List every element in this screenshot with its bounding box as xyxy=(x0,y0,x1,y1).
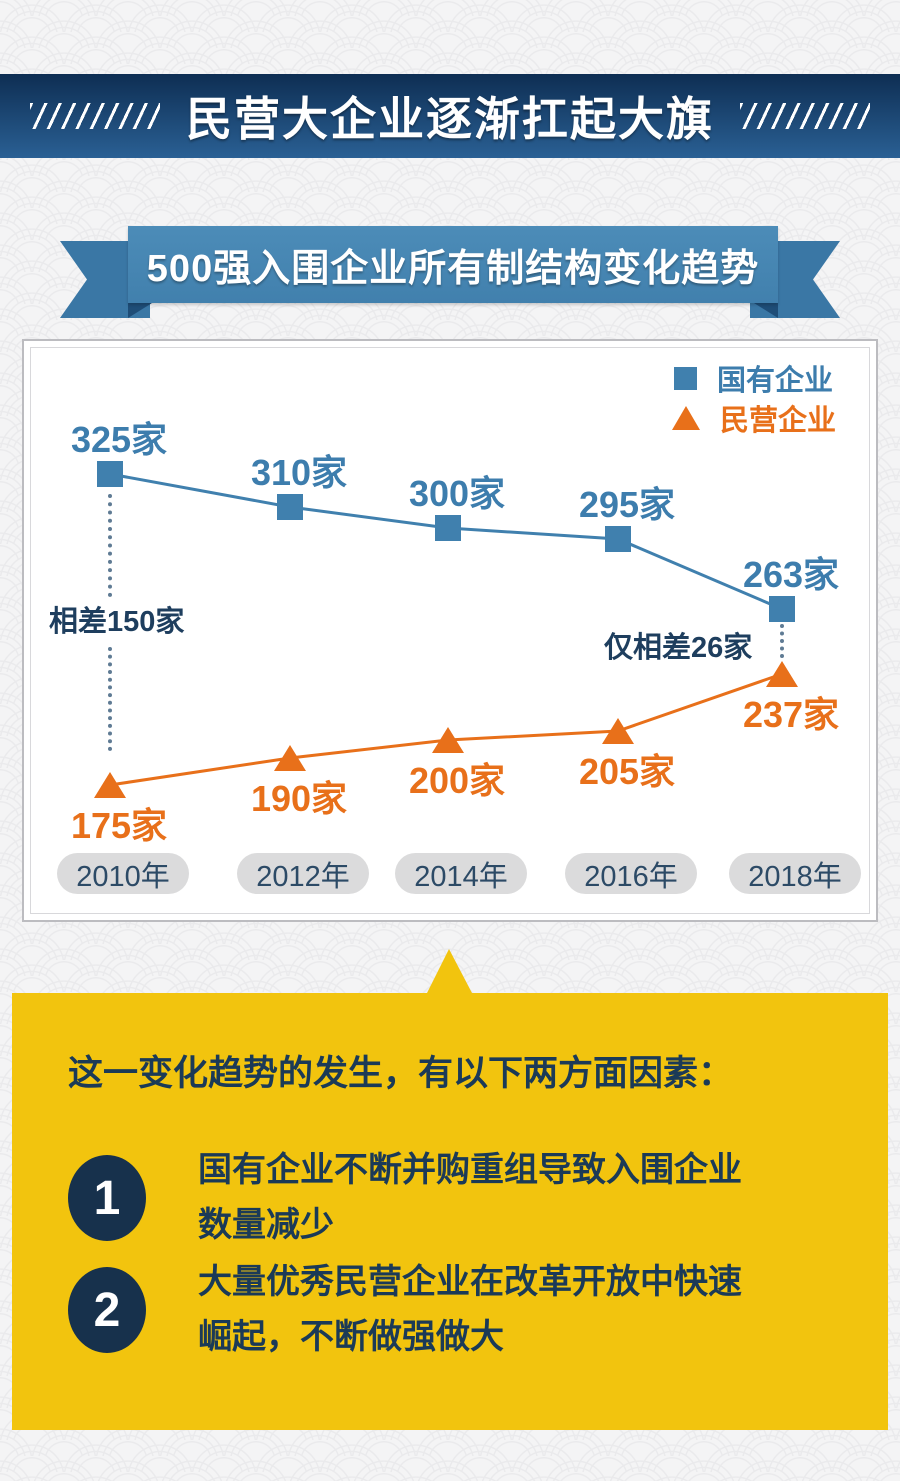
data-point-triangle xyxy=(432,727,464,753)
legend-item-state-owned: 国有企业 xyxy=(672,363,836,397)
data-label: 325家 xyxy=(70,419,168,460)
data-point-triangle xyxy=(602,718,634,744)
gap-dotted-line-2010-lower xyxy=(108,647,112,751)
x-axis-label: 2016年 xyxy=(565,853,697,894)
gap-dotted-line-2010-upper xyxy=(108,494,112,597)
hatch-stripes-left-icon xyxy=(30,103,160,129)
factor-item-1: 1 国有企业不断并购重组导致入围企业 数量减少 xyxy=(68,1143,742,1253)
data-point-square xyxy=(605,526,631,552)
factor-number-badge: 2 xyxy=(68,1267,146,1353)
chart-title: 500强入围企业所有制结构变化趋势 xyxy=(146,248,760,290)
hatch-stripes-right-icon xyxy=(740,103,870,129)
data-label: 295家 xyxy=(578,484,676,525)
data-label: 237家 xyxy=(742,694,840,735)
data-point-square xyxy=(97,461,123,487)
data-label: 263家 xyxy=(742,554,840,595)
factors-heading: 这一变化趋势的发生，有以下两方面因素： xyxy=(68,1054,734,1093)
gap-dotted-line-2018 xyxy=(780,624,784,658)
factors-section: 这一变化趋势的发生，有以下两方面因素： 1 国有企业不断并购重组导致入围企业 数… xyxy=(12,993,888,1430)
annotation-gap-150: 相差150家 xyxy=(49,606,185,638)
data-point-square xyxy=(769,596,795,622)
data-label: 310家 xyxy=(250,452,348,493)
square-marker-icon xyxy=(673,366,697,390)
page-title: 民营大企业逐渐扛起大旗 xyxy=(186,93,714,145)
triangle-marker-icon xyxy=(671,406,700,430)
data-point-triangle xyxy=(94,772,126,798)
chart-legend: 国有企业 民营企业 xyxy=(671,363,836,437)
data-label: 175家 xyxy=(70,805,168,846)
data-label: 190家 xyxy=(250,778,348,819)
factor-item-2: 2 大量优秀民营企业在改革开放中快速 崛起，不断做强做大 xyxy=(68,1255,742,1365)
chart-card: 相差150家 仅相差26家 国有企业 民营企业 325家 310家 300家 295家… xyxy=(22,339,878,922)
data-point-triangle xyxy=(766,661,798,687)
header-banner: 民营大企业逐渐扛起大旗 xyxy=(0,74,900,158)
ribbon-banner: 500强入围企业所有制结构变化趋势 xyxy=(128,226,778,303)
x-axis-label: 2012年 xyxy=(237,853,369,894)
factor-number-badge: 1 xyxy=(68,1155,146,1241)
legend-label: 民营企业 xyxy=(719,405,836,437)
factor-text: 国有企业不断并购重组导致入围企业 数量减少 xyxy=(198,1151,742,1244)
data-label: 205家 xyxy=(578,751,676,792)
x-axis-label: 2014年 xyxy=(395,853,527,894)
x-axis-label: 2018年 xyxy=(729,853,861,894)
data-label: 200家 xyxy=(408,760,506,801)
legend-item-private: 民营企业 xyxy=(671,403,836,437)
data-point-square xyxy=(277,494,303,520)
data-point-triangle xyxy=(274,745,306,771)
callout-pointer-triangle xyxy=(427,949,472,993)
x-axis-label: 2010年 xyxy=(57,853,189,894)
data-point-square xyxy=(435,515,461,541)
legend-label: 国有企业 xyxy=(716,365,833,397)
annotation-gap-26: 仅相差26家 xyxy=(604,632,753,664)
factor-text: 大量优秀民营企业在改革开放中快速 崛起，不断做强做大 xyxy=(198,1263,742,1356)
data-label: 300家 xyxy=(408,473,506,514)
